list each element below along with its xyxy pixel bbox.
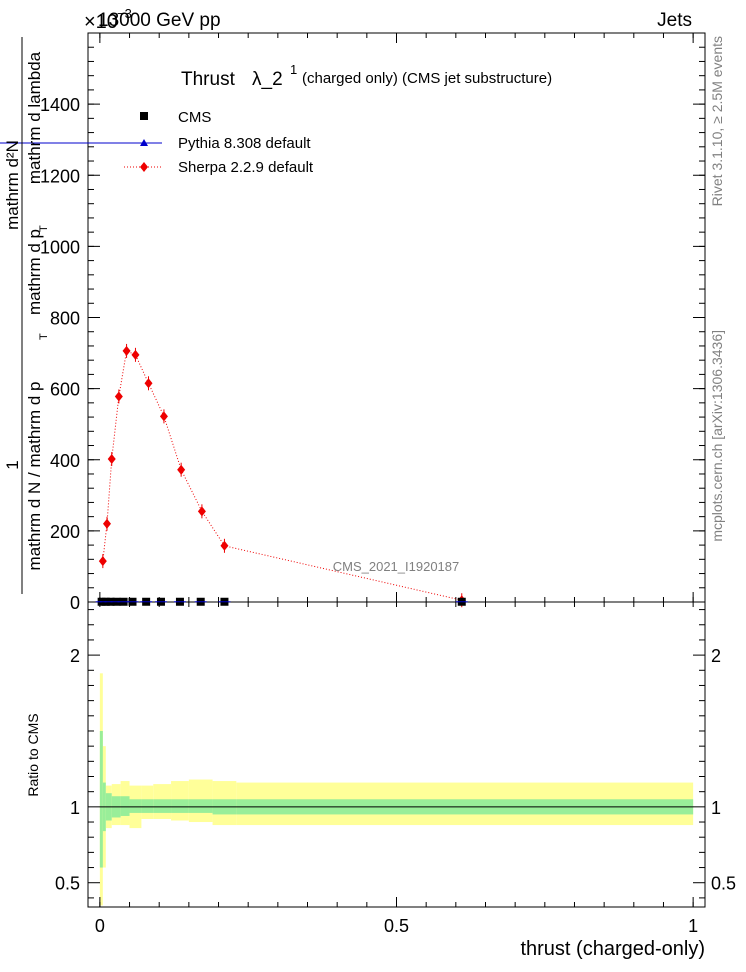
ratio-inner-band <box>141 799 154 813</box>
y-tick-label: 400 <box>50 451 80 471</box>
mcplots-label: mcplots.cern.ch [arXiv:1306.3436] <box>709 330 725 542</box>
ratio-inner-band <box>188 799 213 813</box>
energy-label: 13000 GeV pp <box>98 10 221 31</box>
legend-cms-marker <box>140 112 148 120</box>
analysis-watermark: CMS_2021_I1920187 <box>333 559 460 574</box>
legend-sherpa-label: Sherpa 2.2.9 default <box>178 159 314 176</box>
y-tick-label: 1400 <box>40 95 80 115</box>
sherpa-line <box>102 350 462 601</box>
ratio-tick-label-right: 2 <box>711 646 721 666</box>
sherpa-point <box>107 454 116 465</box>
title-lambda: λ_2 <box>252 69 283 90</box>
ratio-tick-label-right: 0.5 <box>711 874 736 894</box>
ratio-inner-band <box>120 796 130 816</box>
ylabel-denominator-sub: T <box>38 225 50 232</box>
sherpa-point <box>102 518 111 529</box>
exponent-power: −3 <box>117 6 132 21</box>
sherpa-point <box>144 378 153 389</box>
ratio-ylabel: Ratio to CMS <box>25 713 41 796</box>
y-tick-label: 1000 <box>40 237 80 257</box>
legend-cms-label: CMS <box>178 109 211 126</box>
process-label: Jets <box>657 10 692 31</box>
ratio-bands <box>99 673 694 906</box>
ylabel-prefix-num: 1 <box>3 460 22 469</box>
sherpa-point <box>114 391 123 402</box>
y-tick-label: 1200 <box>40 166 80 186</box>
top-ylabel: 1 mathrm d N / mathrm d p T mathrm d²N m… <box>3 37 50 594</box>
xlabel: thrust (charged-only) <box>520 938 705 960</box>
x-tick-label: 0.5 <box>384 916 409 936</box>
legend-pythia-label: Pythia 8.308 default <box>178 135 311 152</box>
y-tick-label: 800 <box>50 309 80 329</box>
rivet-label: Rivet 3.1.10, ≥ 2.5M events <box>709 36 725 206</box>
title-detail: (charged only) (CMS jet substructure) <box>302 70 552 87</box>
sherpa-point <box>220 540 229 551</box>
ratio-inner-band <box>153 799 172 813</box>
data-series <box>95 343 468 608</box>
ratio-tick-label-right: 1 <box>711 798 721 818</box>
ylabel-denominator: mathrm d p <box>25 229 44 315</box>
ratio-inner-band <box>99 730 103 868</box>
ratio-tick-label: 1 <box>70 798 80 818</box>
x-tick-label: 1 <box>688 916 698 936</box>
y-tick-label: 200 <box>50 522 80 542</box>
sherpa-point <box>177 464 186 475</box>
sherpa-point <box>159 411 168 422</box>
y-tick-label: 0 <box>70 593 80 613</box>
ylabel-prefix-den: mathrm d N / mathrm d p <box>25 382 44 571</box>
legend-sherpa-marker <box>140 162 148 172</box>
ratio-inner-band <box>171 799 189 813</box>
axis-ticks: 0 0.5 1 0 200 400 600 800 1000 1200 1400 0.5 0.5 1 1 2 2 <box>40 32 736 936</box>
sherpa-point <box>197 506 206 517</box>
title-superscript: 1 <box>290 62 297 77</box>
legend-pythia-marker <box>140 139 148 146</box>
sherpa-point <box>122 345 131 356</box>
title-main: Thrust <box>181 69 236 90</box>
legend: CMS Pythia 8.308 default Sherpa 2.2.9 de… <box>0 109 314 176</box>
y-tick-label: 600 <box>50 380 80 400</box>
ratio-tick-label: 2 <box>70 646 80 666</box>
ratio-tick-label: 0.5 <box>55 874 80 894</box>
ylabel-line3: mathrm d lambda <box>25 51 44 184</box>
sherpa-point <box>131 349 140 360</box>
ratio-panel-frame <box>87 601 706 908</box>
ylabel-prefix-sub: T <box>38 333 50 340</box>
sherpa-point <box>98 556 107 567</box>
ylabel-numerator: mathrm d²N <box>3 140 22 230</box>
exponent-label: ×10 <box>84 11 118 33</box>
x-tick-label: 0 <box>95 916 105 936</box>
ratio-inner-band <box>129 799 142 813</box>
